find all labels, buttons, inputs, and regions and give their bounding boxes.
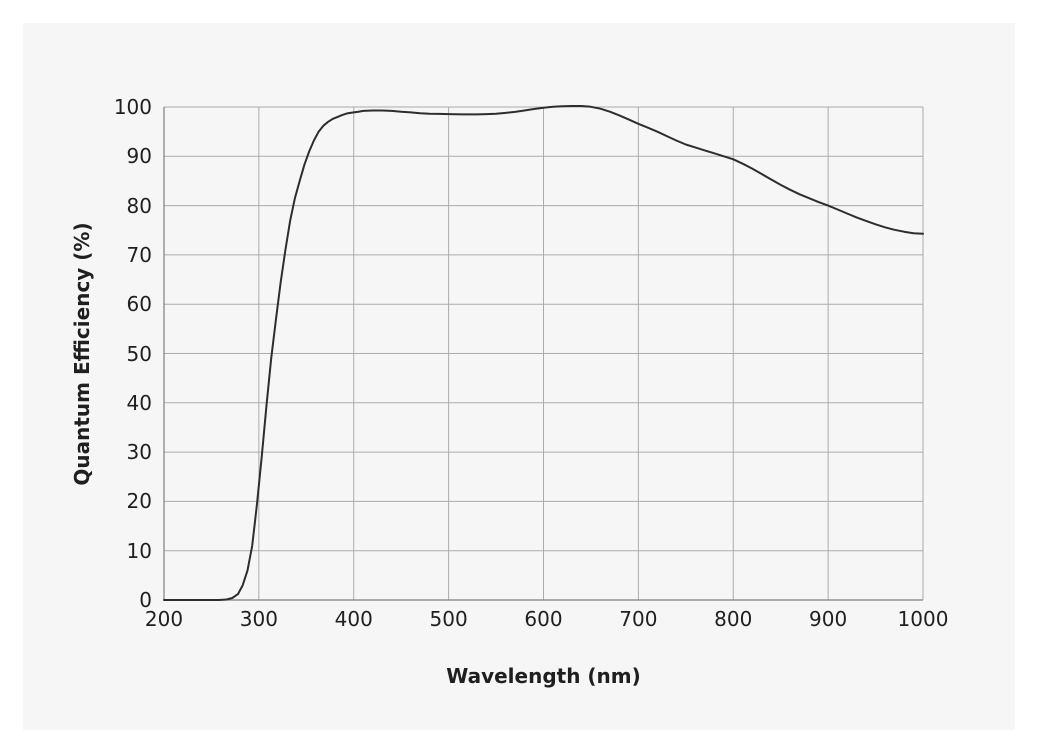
- x-axis-label: Wavelength (nm): [446, 664, 641, 688]
- y-tick-label-10: 10: [126, 538, 152, 563]
- y-tick-label-0: 0: [139, 588, 152, 612]
- y-tick-label-90: 90: [126, 144, 152, 169]
- x-tick-label-1000: 1000: [897, 607, 949, 631]
- y-tick-label-40: 40: [126, 390, 152, 415]
- y-tick-label-70: 70: [126, 242, 152, 267]
- x-tick-label-400: 400: [334, 607, 373, 631]
- qe-curve: [163, 105, 924, 601]
- x-tick-label-500: 500: [429, 607, 468, 631]
- x-tick-label-300: 300: [239, 607, 278, 631]
- y-tick-label-80: 80: [126, 193, 152, 218]
- chart-panel: [23, 23, 1015, 730]
- y-tick-label-100: 100: [113, 95, 152, 119]
- y-axis-label: Quantum Efficiency (%): [70, 221, 94, 486]
- x-tick-label-800: 800: [714, 607, 753, 631]
- x-tick-label-600: 600: [524, 607, 563, 631]
- x-tick-label-900: 900: [809, 607, 848, 631]
- x-tick-label-700: 700: [619, 607, 658, 631]
- x-tick-label-200: 200: [144, 607, 184, 631]
- y-tick-label-20: 20: [126, 489, 152, 514]
- y-tick-label-50: 50: [126, 341, 152, 366]
- y-tick-label-60: 60: [126, 292, 152, 317]
- y-tick-label-30: 30: [126, 440, 152, 465]
